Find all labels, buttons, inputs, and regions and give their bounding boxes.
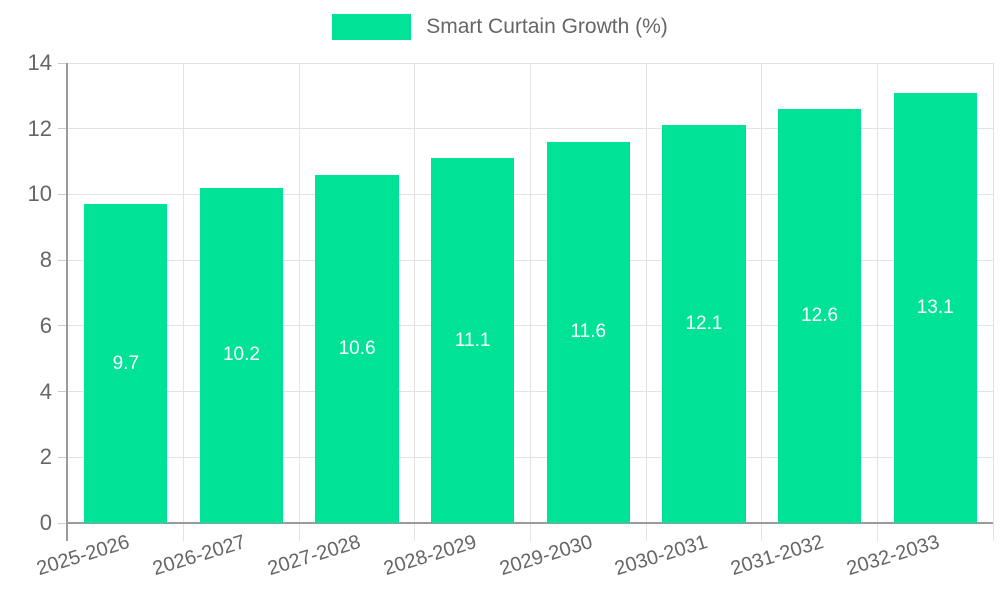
legend: Smart Curtain Growth (%): [0, 14, 1000, 40]
x-axis-label: 2027-2028: [265, 531, 364, 581]
bar-value-label: 11.6: [570, 321, 607, 343]
bar-value-label: 12.1: [685, 313, 723, 335]
x-axis-label: 2028-2029: [381, 531, 480, 581]
y-tick: [58, 128, 68, 130]
x-axis-label: 2025-2026: [34, 531, 133, 581]
y-axis-label: 6: [39, 312, 52, 338]
y-tick: [58, 522, 68, 524]
bar[interactable]: 11.1: [431, 158, 515, 523]
y-axis-label: 14: [27, 50, 52, 75]
x-axis-label: 2032-2033: [843, 531, 942, 581]
bar-value-label: 13.1: [916, 296, 954, 318]
y-tick: [58, 259, 68, 261]
x-gridline: [992, 63, 994, 541]
bar[interactable]: 12.1: [662, 125, 746, 523]
y-tick: [58, 62, 68, 64]
y-axis-line: [66, 63, 68, 541]
bar[interactable]: 12.6: [777, 109, 862, 523]
x-axis-label: 2031-2032: [728, 531, 826, 581]
y-axis-label: 2: [39, 444, 52, 470]
x-gridline: [645, 63, 647, 541]
y-axis-label: 8: [39, 247, 52, 273]
bar-value-label: 9.7: [112, 352, 140, 374]
y-axis-label: 12: [27, 115, 52, 141]
x-gridline: [298, 63, 300, 541]
x-axis-label: 2030-2031: [612, 531, 711, 581]
bar[interactable]: 13.1: [893, 92, 977, 523]
y-tick: [58, 456, 68, 458]
y-axis-label: 0: [39, 510, 52, 535]
y-tick: [58, 325, 68, 327]
bar[interactable]: 9.7: [84, 204, 168, 523]
legend-swatch-icon: [332, 14, 412, 40]
x-gridline: [761, 63, 763, 541]
y-tick: [58, 193, 68, 195]
bar[interactable]: 11.6: [546, 141, 630, 523]
bar[interactable]: 10.6: [315, 174, 399, 523]
y-tick: [58, 391, 68, 393]
x-gridline: [414, 63, 416, 541]
bar-value-label: 10.6: [338, 337, 376, 359]
x-gridline: [876, 63, 878, 541]
legend-item-smart-curtain-growth[interactable]: Smart Curtain Growth (%): [332, 14, 668, 40]
bar-value-label: 12.6: [801, 305, 839, 326]
bar[interactable]: 10.2: [199, 187, 284, 523]
legend-label: Smart Curtain Growth (%): [426, 15, 668, 38]
bar-value-label: 10.2: [222, 344, 260, 366]
x-axis-line: [66, 522, 993, 524]
x-axis-label: 2026-2027: [149, 531, 248, 581]
y-axis-label: 4: [39, 378, 52, 404]
x-gridline: [530, 63, 531, 541]
x-axis-label: 2029-2030: [496, 531, 595, 581]
y-axis-label: 10: [27, 181, 52, 207]
bar-value-label: 11.1: [454, 329, 491, 351]
x-gridline: [183, 63, 185, 541]
